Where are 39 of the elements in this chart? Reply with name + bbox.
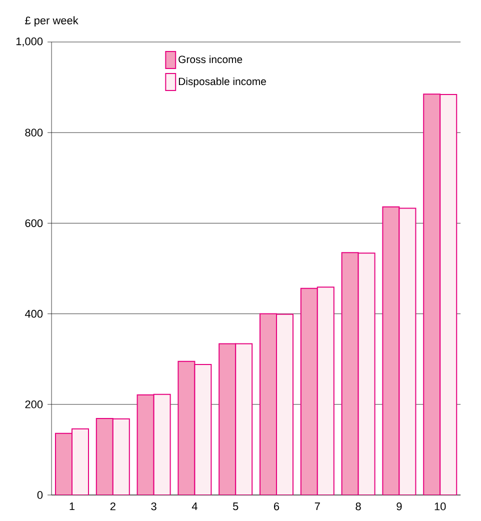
x-tick-label: 1 <box>70 502 75 510</box>
bar <box>112 418 130 495</box>
bar <box>236 344 252 495</box>
x-tick-label: 3 <box>151 502 156 510</box>
y-tick-label: 1,000 <box>16 37 43 47</box>
bar <box>219 344 236 495</box>
x-tick-label: 2 <box>110 502 116 510</box>
y-axis-title: £ per week <box>25 16 78 26</box>
bar <box>399 208 416 495</box>
bar <box>300 288 318 495</box>
x-tick-label: 6 <box>274 502 280 510</box>
y-tick-label: 0 <box>37 491 43 499</box>
x-tick-label: 5 <box>232 502 238 510</box>
legend-label: Gross income <box>178 55 242 64</box>
x-tick-label: 9 <box>396 502 402 510</box>
y-tick-label: 800 <box>25 128 43 136</box>
bar <box>382 206 400 495</box>
x-tick-label: 4 <box>192 502 198 510</box>
bar <box>154 394 170 495</box>
y-tick-label: 600 <box>25 219 43 228</box>
bar <box>317 287 334 495</box>
bar <box>342 252 358 495</box>
bar <box>178 361 195 495</box>
bar <box>440 94 458 495</box>
bar <box>72 428 88 495</box>
bar <box>358 253 375 495</box>
bar <box>56 433 72 495</box>
x-tick-label: 7 <box>314 502 320 510</box>
bar <box>194 364 212 495</box>
y-tick-label: 200 <box>25 400 43 408</box>
bar <box>276 314 294 495</box>
x-tick-label: 8 <box>356 502 361 510</box>
y-tick-label: 400 <box>24 310 43 318</box>
bar <box>137 394 154 495</box>
bar <box>260 314 277 495</box>
bar <box>423 94 441 495</box>
x-tick-label: 10 <box>434 502 446 510</box>
legend-label: Disposable income <box>178 77 266 88</box>
bar <box>96 418 113 495</box>
